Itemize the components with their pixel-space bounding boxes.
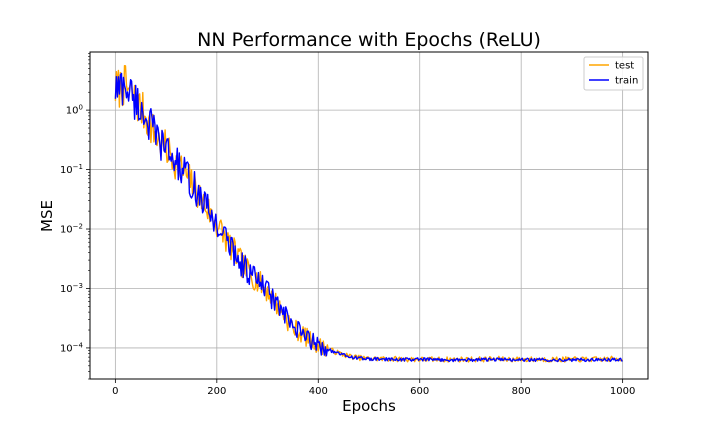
series-line-train xyxy=(114,72,623,363)
y-tick-label: 10−4 xyxy=(60,341,84,354)
x-axis-title: Epochs xyxy=(342,397,396,415)
x-tick-label: 1000 xyxy=(610,386,635,397)
y-tick-label: 10−3 xyxy=(60,282,83,295)
y-axis-title: MSE xyxy=(38,200,56,232)
chart-title: NN Performance with Epochs (ReLU) xyxy=(197,29,541,51)
x-tick-label: 200 xyxy=(207,386,226,397)
y-tick-label: 10−2 xyxy=(60,223,83,236)
axis-ticks: 0 200 400 600 800 1000 100 10−1 10−2 10−3 10−4 xyxy=(60,53,635,397)
x-tick-label: 400 xyxy=(309,386,328,397)
legend-label-test: test xyxy=(615,61,634,72)
y-tick-label: 100 xyxy=(66,104,83,117)
plot-area xyxy=(90,52,648,379)
legend-label-train: train xyxy=(615,76,638,87)
plot-frame xyxy=(89,51,649,380)
x-tick-label: 800 xyxy=(512,386,531,397)
y-tick-label: 10−1 xyxy=(60,163,83,176)
legend: test train xyxy=(583,56,644,91)
series-lines xyxy=(114,65,623,363)
x-tick-label: 600 xyxy=(410,386,429,397)
x-tick-label: 0 xyxy=(112,386,118,397)
